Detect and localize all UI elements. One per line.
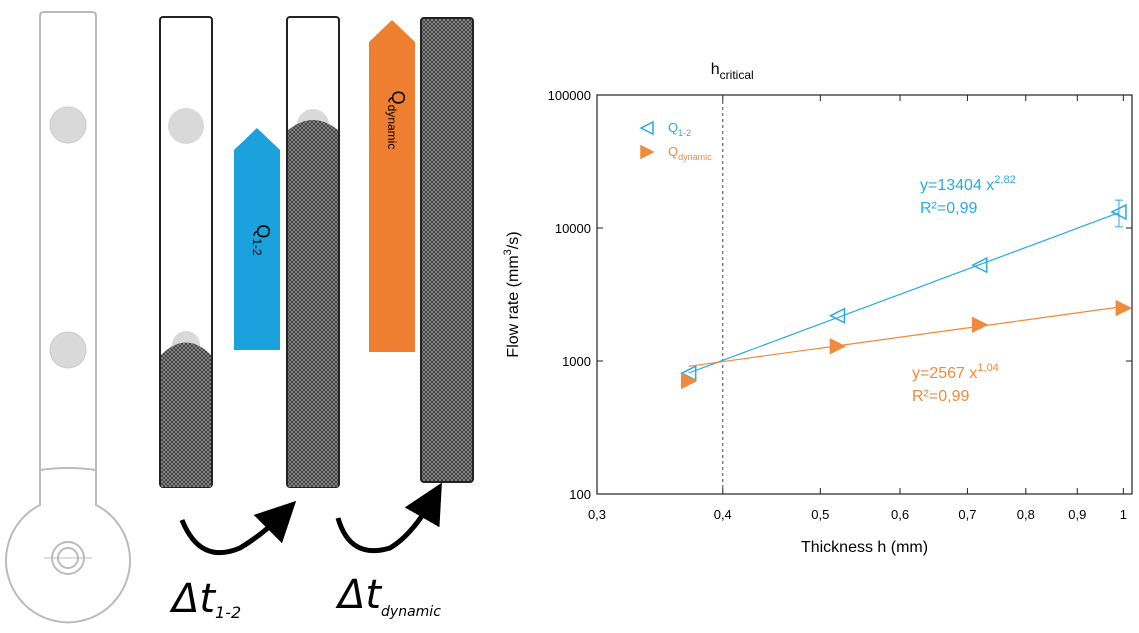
fit-r2: R²=0,99 <box>912 388 969 405</box>
y-label-tail: /s) <box>505 231 522 249</box>
x-tick-label: 1 <box>1120 507 1127 522</box>
dot <box>49 106 87 144</box>
y-tick-label: 100 <box>569 487 591 502</box>
arrow-q12 <box>234 128 280 350</box>
legend-main: Q <box>668 120 678 135</box>
legend-main: Q <box>668 144 678 159</box>
marker <box>828 307 846 324</box>
critical-label: hcritical <box>711 61 754 82</box>
y-label-sup: 3 <box>502 249 514 255</box>
label-main: Δt <box>169 576 216 622</box>
x-tick-label: 0,7 <box>958 507 976 522</box>
fluid <box>288 120 338 487</box>
legend-sub: dynamic <box>678 152 712 162</box>
fit-line <box>688 305 1124 367</box>
fit-equation: y=13404 x2,82 <box>920 174 1016 194</box>
marker <box>971 316 989 334</box>
label-main: Q <box>253 224 273 238</box>
dtdyn-label: Δtdynamic <box>335 572 441 620</box>
qdyn-label: Qdynamic <box>385 91 408 150</box>
legend-sub: 1-2 <box>678 128 691 138</box>
y-tick-label: 1000 <box>562 354 591 369</box>
q12-label: Q1-2 <box>250 224 273 256</box>
fit-line <box>688 212 1120 374</box>
marker <box>971 256 988 274</box>
x-tick-label: 0,9 <box>1068 507 1086 522</box>
x-tick-label: 0,5 <box>811 507 829 522</box>
marker <box>829 338 847 355</box>
label-sub: dynamic <box>385 105 399 150</box>
marker <box>680 364 697 382</box>
legend-marker <box>639 120 654 136</box>
x-tick-label: 0,6 <box>891 507 909 522</box>
y-axis-label: Flow rate (mm3/s) <box>502 231 522 357</box>
label-main: Δt <box>335 572 382 618</box>
fit-equation-main: y=2567 x <box>912 365 977 382</box>
legend-label: Q1-2 <box>668 120 691 138</box>
marker <box>1110 203 1127 221</box>
fit-equation: y=2567 x1,04 <box>912 362 999 382</box>
fit-r2: R²=0,99 <box>920 200 977 217</box>
sample-strip <box>39 11 97 470</box>
x-tick-label: 0,3 <box>588 507 606 522</box>
y-tick-label: 10000 <box>555 221 591 236</box>
y-tick-label: 100000 <box>548 88 591 103</box>
y-label-text: Flow rate (mm <box>505 255 522 357</box>
legend-label: Qdynamic <box>668 144 712 162</box>
x-tick-label: 0,8 <box>1017 507 1035 522</box>
legend-marker <box>640 144 655 160</box>
plot-frame <box>596 94 1133 495</box>
critical-sub: critical <box>720 68 754 82</box>
label-sub: 1-2 <box>215 603 241 622</box>
label-sub: 1-2 <box>250 238 264 256</box>
x-tick-label: 0,4 <box>714 507 732 522</box>
marker <box>1115 299 1133 317</box>
dot <box>168 108 204 144</box>
dt12-label: Δt1-2 <box>169 576 241 622</box>
dot <box>49 331 87 369</box>
curved-arrow <box>335 482 442 554</box>
fit-exponent: 1,04 <box>977 362 998 374</box>
fluid <box>161 342 211 487</box>
label-main: Q <box>388 91 408 105</box>
marker <box>680 372 698 390</box>
curved-arrow <box>179 500 297 556</box>
critical-main: h <box>711 61 720 78</box>
x-axis-label: Thickness h (mm) <box>801 539 928 556</box>
diagram: Q1-2 Qdynamic Δt1-2 Δtdynamic <box>5 11 474 624</box>
label-sub: dynamic <box>381 604 441 620</box>
fit-equation-main: y=13404 x <box>920 177 994 194</box>
fit-exponent: 2,82 <box>994 174 1015 186</box>
tube-full <box>420 17 474 483</box>
arrow-qdyn <box>369 20 415 352</box>
sample-holder <box>5 467 131 624</box>
